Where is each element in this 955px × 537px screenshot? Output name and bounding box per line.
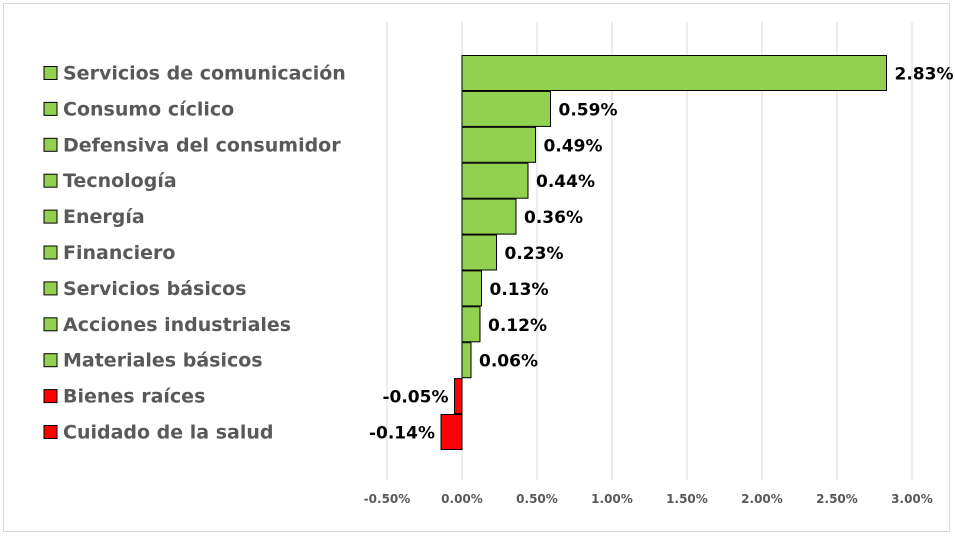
legend-swatch <box>43 317 58 332</box>
bar <box>461 162 529 199</box>
bar <box>461 126 536 163</box>
x-tick-label: 0.00% <box>441 492 483 506</box>
legend-swatch <box>43 137 58 152</box>
category-label: Cuidado de la salud <box>63 422 274 444</box>
legend-swatch <box>43 281 58 296</box>
value-label: 0.06% <box>479 352 538 372</box>
x-tick-label: 2.00% <box>741 492 783 506</box>
bar <box>454 378 463 415</box>
x-tick-label: 2.50% <box>816 492 858 506</box>
legend-swatch <box>43 101 58 116</box>
category-label: Servicios básicos <box>63 278 246 300</box>
value-label: 0.49% <box>544 136 603 156</box>
category-label: Consumo cíclico <box>63 98 234 120</box>
category-label: Tecnología <box>63 170 177 192</box>
category-label: Defensiva del consumidor <box>63 134 341 156</box>
category-label: Acciones industriales <box>63 314 291 336</box>
value-label: 0.23% <box>505 244 564 264</box>
legend-swatch <box>43 353 58 368</box>
x-tick-label: 1.50% <box>666 492 708 506</box>
legend-swatch <box>43 245 58 260</box>
legend-swatch <box>43 389 58 404</box>
x-tick-label: 0.50% <box>516 492 558 506</box>
value-label: -0.14% <box>369 424 435 444</box>
category-label: Bienes raíces <box>63 386 205 408</box>
category-label: Servicios de comunicación <box>63 63 346 85</box>
x-tick-label: 3.00% <box>891 492 933 506</box>
bar <box>461 270 482 307</box>
value-labels: 2.83% 0.59% 0.49% 0.44% 0.36% 0.23% 0.13% 0.12%… <box>369 65 954 444</box>
x-tick-label: 1.00% <box>591 492 633 506</box>
value-label: 0.36% <box>524 208 583 228</box>
category-legend: Servicios de comunicación Consumo cíclico… <box>43 63 346 444</box>
bar <box>461 90 551 127</box>
bar <box>461 306 481 343</box>
bar <box>461 342 472 379</box>
value-label: -0.05% <box>382 388 448 408</box>
value-label: 0.12% <box>488 316 547 336</box>
bar <box>461 55 887 91</box>
category-label: Energía <box>63 206 145 228</box>
category-label: Financiero <box>63 242 175 264</box>
legend-swatch <box>43 209 58 224</box>
value-label: 0.44% <box>536 172 595 192</box>
value-label: 2.83% <box>895 65 954 85</box>
x-tick-label: -0.50% <box>364 492 411 506</box>
value-label: 0.13% <box>490 280 549 300</box>
category-label: Materiales básicos <box>63 350 263 372</box>
value-label: 0.59% <box>559 100 618 120</box>
bar <box>440 414 463 450</box>
legend-swatch <box>43 173 58 188</box>
bars <box>440 55 887 450</box>
legend-swatch <box>43 66 58 80</box>
x-axis-tick-labels: -0.50% 0.00% 0.50% 1.00% 1.50% 2.00% 2.50% 3.00… <box>364 492 933 506</box>
bar <box>461 234 497 271</box>
legend-swatch <box>43 425 58 439</box>
bar <box>461 198 517 235</box>
